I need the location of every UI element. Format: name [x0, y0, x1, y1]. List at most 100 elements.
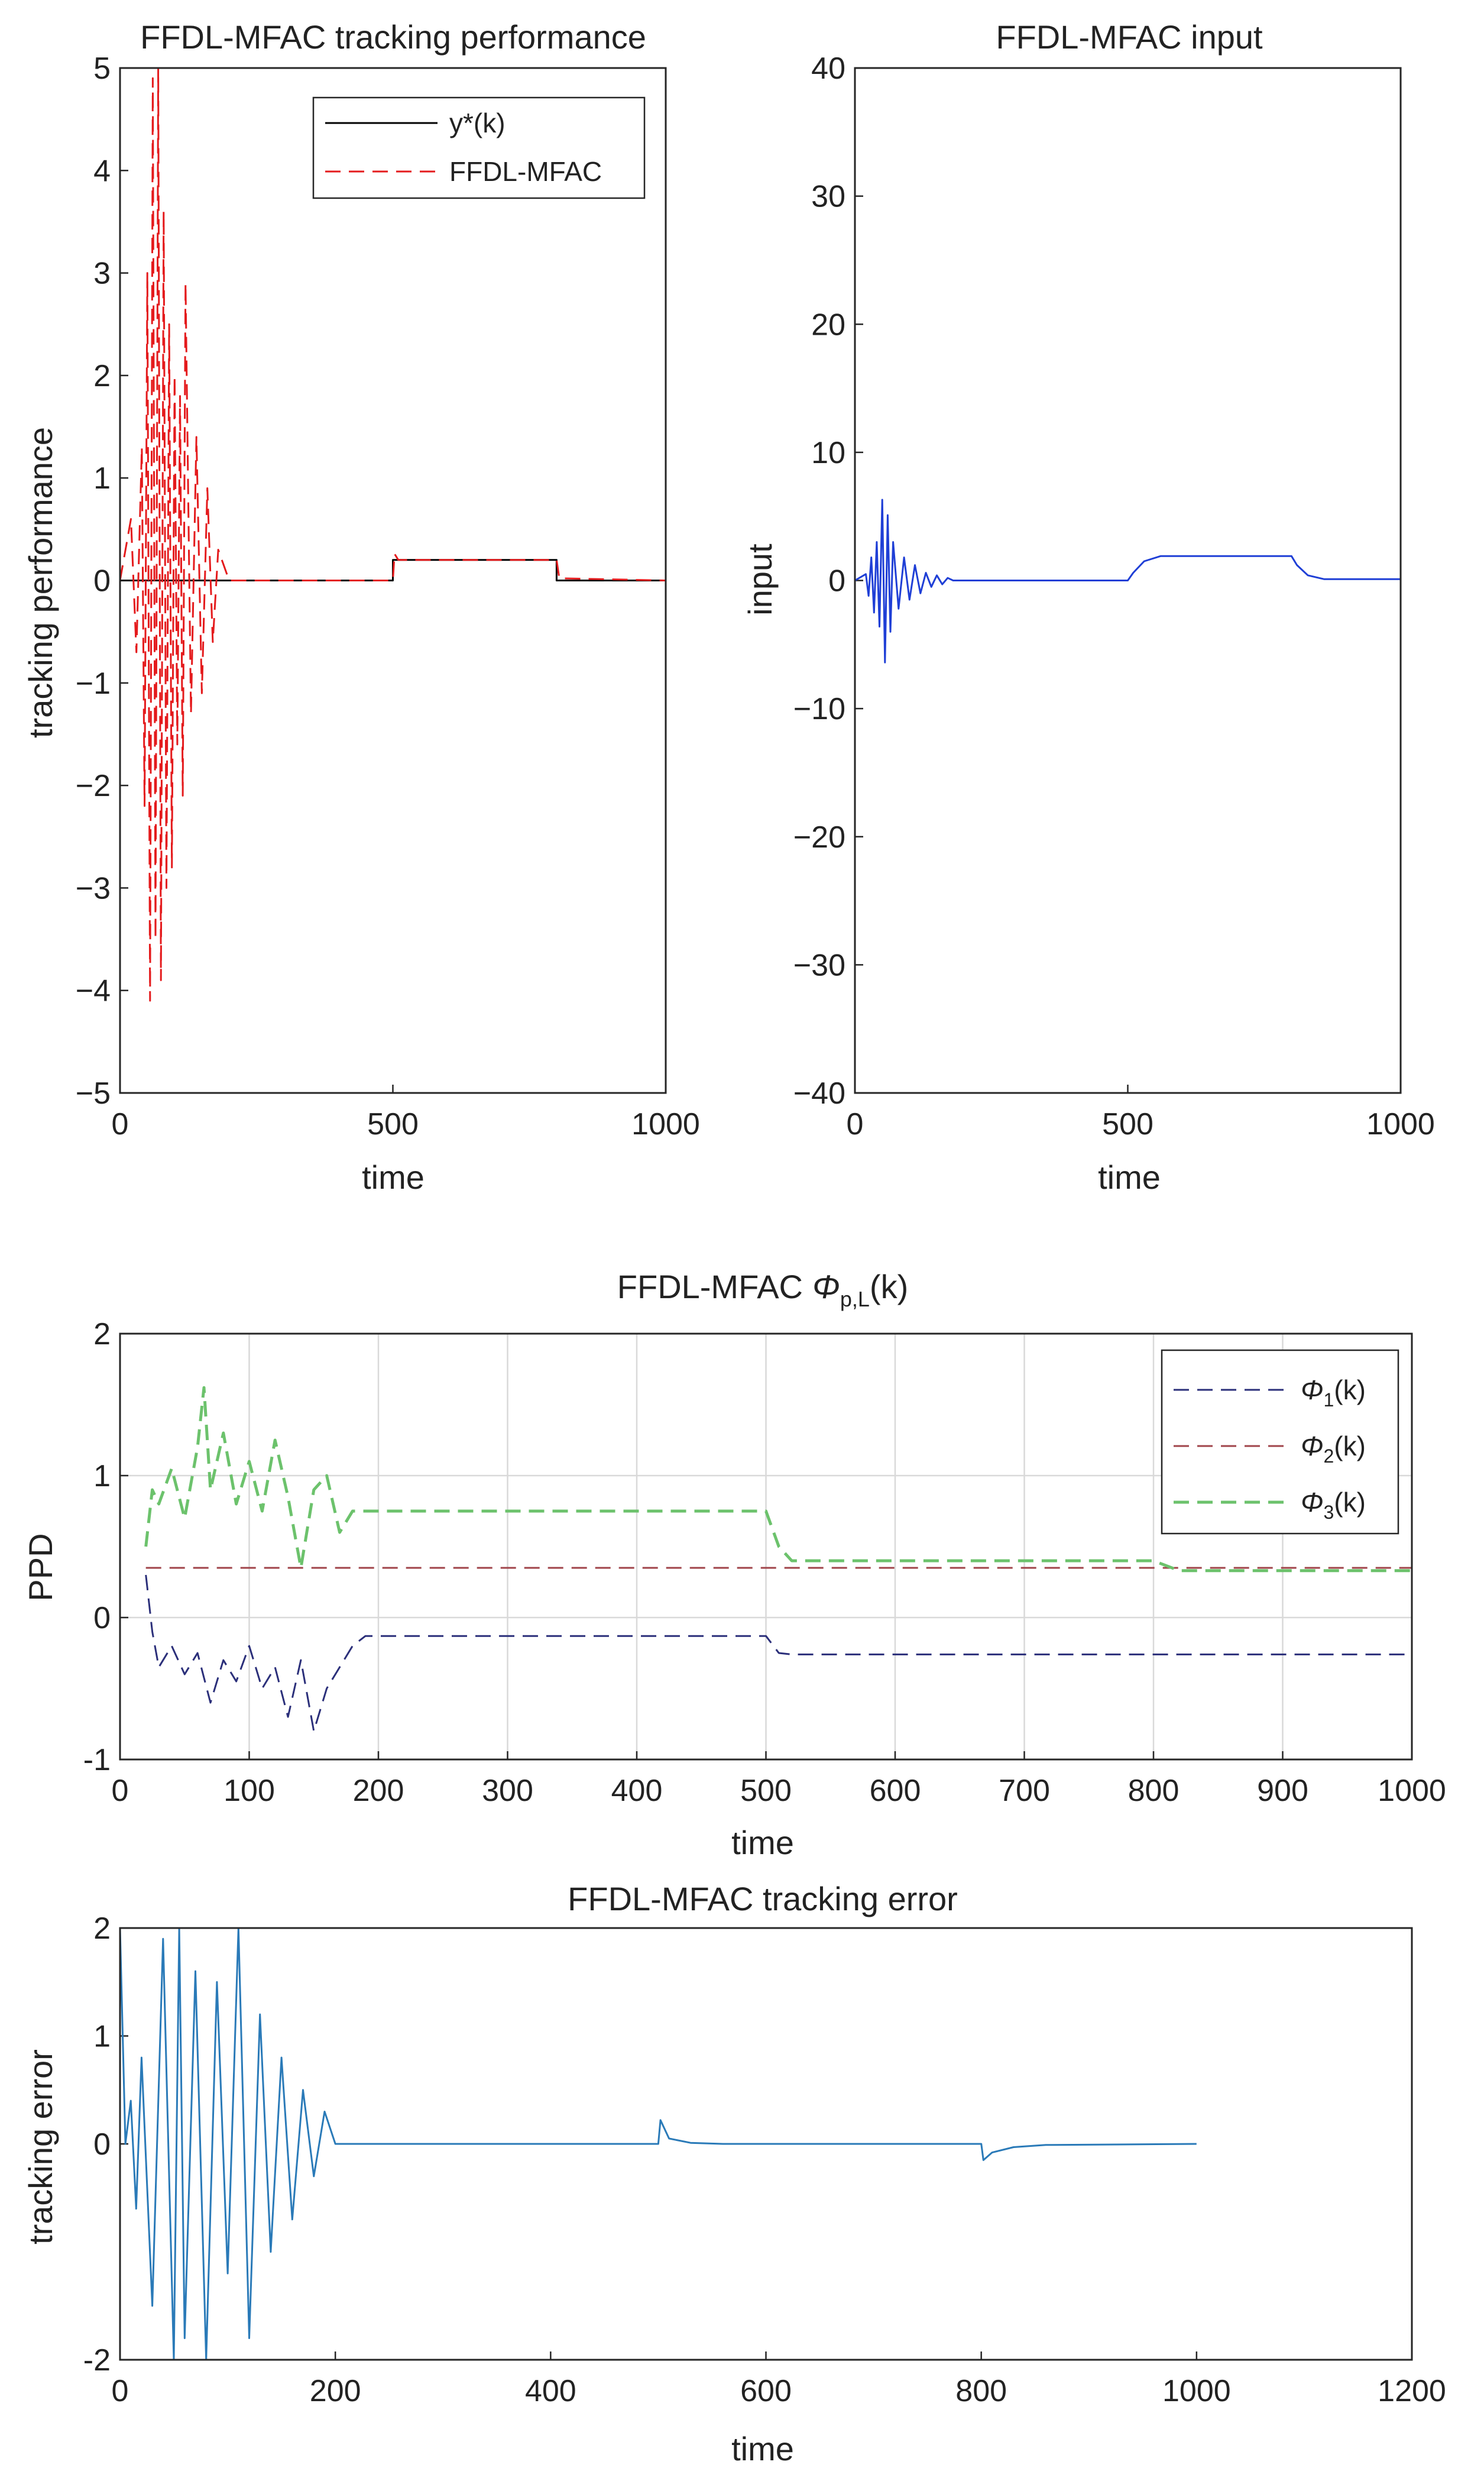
x-tick-label: 500 — [367, 1107, 419, 1141]
series-lines — [144, 1386, 1412, 1732]
y-tick-label: −40 — [793, 1076, 845, 1111]
title-tail: (k) — [870, 1268, 908, 1305]
x-tick-label: 1000 — [631, 1107, 700, 1141]
y-tick-labels: 40 30 20 10 0 −10 −20 −30 −40 — [793, 51, 863, 1111]
x-tick-label: 400 — [611, 1774, 663, 1808]
x-tick-label: 800 — [955, 2374, 1007, 2408]
y-tick-label: −10 — [793, 692, 845, 726]
chart-title: FFDL-MFAC input — [996, 18, 1263, 56]
y-tick-label: 10 — [811, 436, 845, 470]
x-tick-label: 500 — [740, 1774, 792, 1808]
y-tick-label: 1 — [93, 2020, 111, 2054]
y-tick-label: 40 — [811, 51, 845, 86]
x-tick-label: 100 — [223, 1774, 275, 1808]
y-tick-label: 30 — [811, 180, 845, 214]
legend-subscript: 2 — [1324, 1445, 1334, 1467]
chart-ppd: FFDL-MFAC Φp,L(k) time PPD 0 100 200 300 400 5… — [22, 1268, 1446, 1861]
x-tick-labels: 0 500 1000 — [112, 1085, 700, 1141]
y-tick-label: 2 — [93, 359, 111, 393]
x-tick-label: 1200 — [1378, 2374, 1446, 2408]
x-tick-label: 800 — [1128, 1774, 1180, 1808]
legend-subscript: 3 — [1324, 1502, 1334, 1523]
x-tick-label: 0 — [112, 2374, 129, 2408]
legend-phi: Φ — [1301, 1431, 1324, 1461]
x-tick-label: 300 — [482, 1774, 533, 1808]
legend-phi: Φ — [1301, 1487, 1324, 1518]
x-tick-label: 400 — [525, 2374, 576, 2408]
x-tick-label: 200 — [353, 1774, 404, 1808]
legend-phi: Φ — [1301, 1374, 1324, 1405]
plot-frame — [119, 1332, 1413, 1761]
title-text: FFDL-MFAC — [617, 1268, 803, 1305]
x-axis-label: time — [1098, 1159, 1161, 1196]
x-axis-label: time — [731, 2430, 794, 2467]
y-axis-label: PPD — [22, 1533, 59, 1601]
x-tick-label: 1000 — [1378, 1774, 1446, 1808]
x-tick-label: 900 — [1257, 1774, 1308, 1808]
x-tick-label: 500 — [1102, 1107, 1153, 1141]
legend-label-ffdl: FFDL-MFAC — [449, 156, 602, 187]
chart-title: FFDL-MFAC Φp,L(k) — [617, 1268, 908, 1311]
y-tick-label: −4 — [76, 974, 111, 1008]
legend-tail: (k) — [1334, 1431, 1366, 1461]
legend: y*(k) FFDL-MFAC — [312, 96, 646, 199]
legend-tail: (k) — [1334, 1487, 1366, 1518]
y-tick-label: 0 — [93, 1601, 111, 1635]
y-tick-label: 0 — [93, 2127, 111, 2162]
legend-label-phi1: Φ1(k) — [1301, 1374, 1366, 1411]
x-tick-label: 200 — [310, 2374, 361, 2408]
x-tick-label: 0 — [112, 1774, 129, 1808]
y-tick-label: 20 — [811, 308, 845, 342]
chart-title: FFDL-MFAC tracking error — [568, 1880, 958, 1917]
y-tick-label: 4 — [93, 154, 111, 188]
y-tick-label: -2 — [83, 2343, 111, 2378]
x-tick-label: 1000 — [1366, 1107, 1435, 1141]
input-line — [854, 499, 1401, 664]
x-tick-label: 600 — [740, 2374, 792, 2408]
y-tick-label: −1 — [76, 667, 111, 701]
x-axis-label: time — [731, 1824, 794, 1861]
y-tick-labels: 5 4 3 2 1 0 −1 −2 −3 −4 −5 — [76, 51, 128, 1111]
plot-frame — [119, 67, 667, 1094]
x-tick-label: 0 — [112, 1107, 129, 1141]
chart-tracking-performance: FFDL-MFAC tracking performance time trac… — [22, 18, 700, 1196]
y-axis-label: tracking performance — [22, 427, 59, 738]
y-tick-label: 1 — [93, 461, 111, 496]
title-phi: Φ — [812, 1268, 840, 1305]
chart-input: FFDL-MFAC input time input 0 500 1000 40 30… — [741, 18, 1435, 1196]
legend-tail: (k) — [1334, 1374, 1366, 1405]
y-tick-label: −3 — [76, 871, 111, 905]
y-tick-label: 3 — [93, 257, 111, 291]
y-tick-label: 0 — [828, 564, 845, 599]
y-tick-label: 2 — [93, 1317, 111, 1351]
legend-subscript: 1 — [1324, 1389, 1334, 1411]
phi3-line — [144, 1386, 1412, 1573]
y-tick-label: −5 — [76, 1076, 111, 1111]
y-tick-label: −30 — [793, 948, 845, 982]
x-tick-label: 1000 — [1162, 2374, 1231, 2408]
series-lines — [119, 67, 666, 1002]
y-tick-labels: 2 1 0 -1 — [83, 1317, 128, 1777]
chart-title: FFDL-MFAC tracking performance — [140, 18, 646, 56]
y-tick-label: −20 — [793, 820, 845, 855]
ffdl-mfac-line — [119, 67, 666, 1002]
chart-tracking-error: FFDL-MFAC tracking error time tracking e… — [22, 1880, 1446, 2467]
y-axis-label: input — [741, 544, 779, 616]
series-lines — [854, 499, 1401, 664]
y-tick-label: 2 — [93, 1911, 111, 1946]
y-tick-label: 1 — [93, 1459, 111, 1493]
x-tick-label: 600 — [870, 1774, 921, 1808]
y-tick-label: -1 — [83, 1743, 111, 1777]
series-lines — [119, 1927, 1197, 2361]
plot-frame — [119, 1927, 1413, 2361]
tracking-error-line — [119, 1927, 1197, 2361]
legend-label-phi3: Φ3(k) — [1301, 1487, 1366, 1523]
legend-label-reference: y*(k) — [449, 108, 506, 138]
x-tick-labels: 0 200 400 600 800 1000 1200 — [112, 2351, 1446, 2408]
x-tick-labels: 0 500 1000 — [847, 1085, 1435, 1141]
legend-box — [312, 96, 646, 199]
legend-label-phi2: Φ2(k) — [1301, 1431, 1366, 1467]
y-tick-label: −2 — [76, 769, 111, 803]
